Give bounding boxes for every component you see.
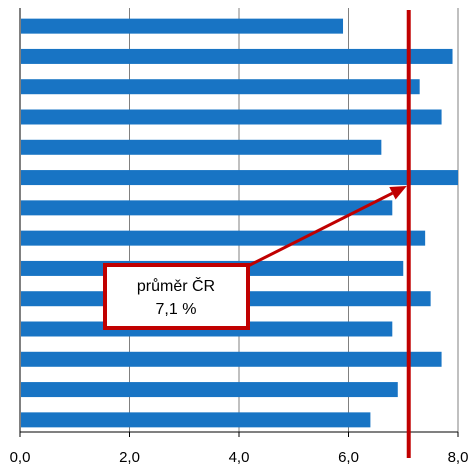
bar xyxy=(21,382,398,398)
bar xyxy=(21,18,344,34)
bar xyxy=(21,200,393,216)
x-tick-label: 2,0 xyxy=(119,449,140,466)
callout-label-line1: průměr ČR xyxy=(137,276,215,295)
bar xyxy=(21,109,442,125)
x-tick-label: 8,0 xyxy=(448,449,469,466)
bar xyxy=(21,139,382,155)
x-ticks: 0,0 2,0 4,0 6,0 8,0 xyxy=(10,432,469,466)
bar xyxy=(21,79,420,95)
bar xyxy=(21,48,453,64)
bar xyxy=(21,351,442,367)
bar xyxy=(21,170,458,186)
callout-arrow-head xyxy=(389,186,407,200)
bar xyxy=(21,230,426,246)
x-tick-label: 0,0 xyxy=(10,449,31,466)
x-tick-label: 4,0 xyxy=(229,449,250,466)
x-tick-label: 6,0 xyxy=(338,449,359,466)
bar xyxy=(21,412,371,428)
callout-box xyxy=(103,263,250,330)
callout-label-line2: 7,1 % xyxy=(156,301,197,318)
callout-arrow xyxy=(247,191,394,268)
